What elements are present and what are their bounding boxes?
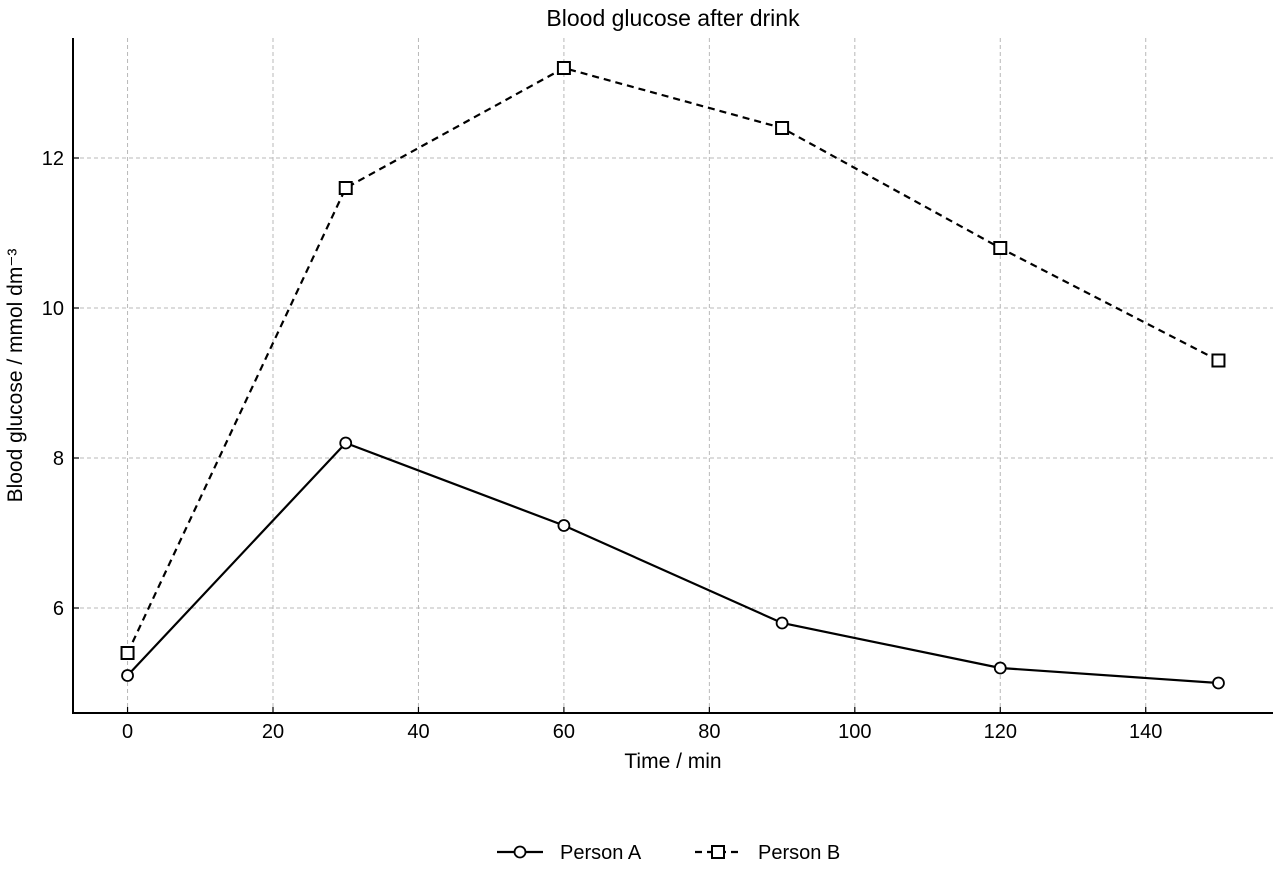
data-point — [121, 669, 134, 682]
data-point — [1211, 353, 1226, 368]
x-axis-title: Time / min — [624, 750, 721, 773]
data-point — [993, 661, 1007, 675]
ticks: 0 20 40 60 80 100 120 140 6 8 10 12 — [42, 148, 1163, 743]
data-point — [775, 616, 789, 630]
x-tick-label: 40 — [407, 721, 429, 743]
series-person-b — [120, 61, 1226, 660]
legend: Person A Person B — [497, 842, 840, 864]
data-point — [993, 241, 1008, 255]
data-point — [557, 519, 571, 532]
data-point — [339, 436, 353, 450]
series-line — [126, 441, 1219, 685]
x-tick-label: 80 — [698, 721, 720, 743]
axes — [72, 38, 1273, 714]
legend-label: Person A — [560, 842, 642, 864]
y-tick-label: 12 — [42, 148, 64, 170]
data-point — [1212, 676, 1225, 690]
data-point — [338, 181, 353, 195]
y-tick-label: 6 — [53, 598, 64, 620]
data-point — [120, 646, 135, 660]
y-tick-label: 10 — [42, 298, 64, 320]
grid — [73, 38, 1273, 713]
legend-item: Person B — [695, 842, 840, 864]
legend-label: Person B — [758, 842, 840, 864]
series-person-a — [121, 436, 1225, 690]
legend-marker — [513, 845, 527, 859]
x-tick-label: 20 — [262, 721, 284, 743]
y-tick-label: 8 — [53, 448, 64, 470]
data-point — [775, 121, 790, 135]
series-layer — [120, 61, 1226, 690]
y-axis-title: Blood glucose / mmol dm⁻³ — [4, 249, 27, 503]
x-tick-label: 0 — [122, 721, 133, 743]
legend-item: Person A — [497, 842, 642, 864]
series-line — [126, 66, 1219, 654]
legend-marker — [711, 845, 725, 859]
x-tick-label: 120 — [984, 721, 1017, 743]
data-point — [556, 61, 571, 75]
x-tick-label: 100 — [838, 721, 871, 743]
x-tick-label: 60 — [553, 721, 575, 743]
x-tick-label: 140 — [1129, 721, 1162, 743]
chart-title: Blood glucose after drink — [546, 5, 800, 31]
